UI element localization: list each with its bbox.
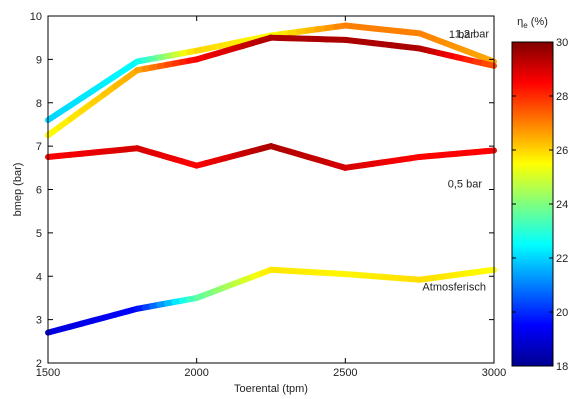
series-segment xyxy=(481,266,497,274)
y-tick-label: 6 xyxy=(36,185,42,197)
series-label: 1,2 bar xyxy=(455,29,490,41)
series-1-bar xyxy=(45,34,497,139)
colorbar-tick-label: 26 xyxy=(556,145,568,157)
colorbar-tick-label: 28 xyxy=(556,91,568,103)
y-tick-label: 9 xyxy=(36,54,42,66)
series-atmosferisch xyxy=(45,266,497,336)
series-lines xyxy=(45,22,497,336)
series-label: 1 bar xyxy=(449,29,474,41)
colorbar-tick-label: 20 xyxy=(556,307,568,319)
x-tick-label: 2000 xyxy=(184,367,208,379)
y-tick-label: 3 xyxy=(36,315,42,327)
y-tick-label: 10 xyxy=(30,11,42,23)
y-axis-label: bmep (bar) xyxy=(12,163,24,217)
y-tick-label: 4 xyxy=(36,271,42,283)
series-label: Atmosferisch xyxy=(422,282,486,294)
y-tick-label: 5 xyxy=(36,228,42,240)
x-tick-label: 3000 xyxy=(482,367,506,379)
colorbar-tick-label: 24 xyxy=(556,199,568,211)
series-segment xyxy=(481,147,497,155)
colorbar-tick-label: 22 xyxy=(556,253,568,265)
y-tick-label: 8 xyxy=(36,98,42,110)
plot-background xyxy=(48,16,494,363)
colorbar-tick-label: 30 xyxy=(556,37,568,49)
colorbar-title: ηe (%) xyxy=(517,16,548,30)
series-segment xyxy=(481,60,497,69)
axes: 1500 2000 2500 3000 2 3 4 5 6 7 8 9 10 Toerental (tpm… xyxy=(12,11,506,395)
y-tick-label: 2 xyxy=(36,358,42,370)
colorbar-tick-label: 18 xyxy=(556,361,568,373)
x-tick-label: 1500 xyxy=(36,367,60,379)
series-label: 0,5 bar xyxy=(448,178,483,190)
x-tick-label: 2500 xyxy=(333,367,357,379)
y-tick-label: 7 xyxy=(36,141,42,153)
series-0-5-bar xyxy=(45,143,497,171)
x-axis-label: Toerental (tpm) xyxy=(234,383,308,395)
plot-area xyxy=(48,16,494,363)
colorbar: 18 20 22 24 26 28 30 ηe (%) xyxy=(511,16,568,373)
colorbar-gradient xyxy=(511,41,554,367)
